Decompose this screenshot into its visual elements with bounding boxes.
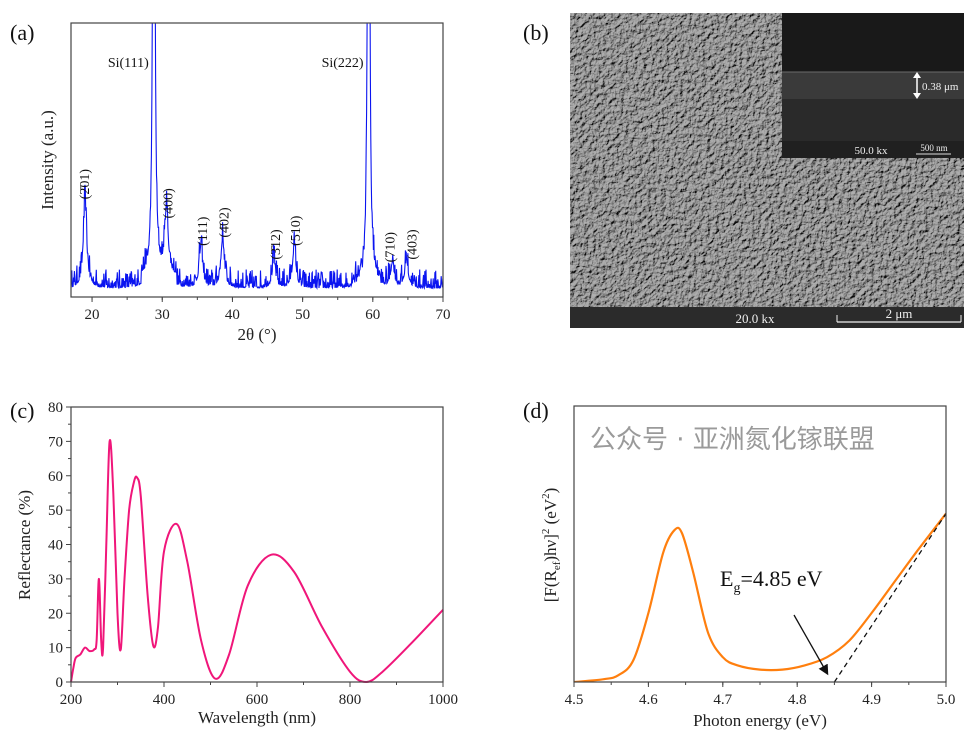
xrd-peak-label: Si(111) (108, 56, 149, 71)
xrd-pattern-line (71, 23, 443, 291)
panel-label-b: (b) (523, 20, 549, 45)
xrd-x-tick-label: 20 (85, 307, 100, 323)
inset-magnification: 50.0 kx (855, 145, 889, 157)
tauc-x-tick-label: 5.0 (937, 692, 956, 708)
inset-thickness-label: 0.38 μm (922, 81, 959, 93)
xrd-x-tick-label: 50 (295, 307, 310, 323)
tauc-tangent-line (833, 513, 946, 682)
tauc-x-tick-label: 4.5 (565, 692, 584, 708)
reflectance-y-tick-label: 40 (48, 538, 63, 554)
tauc-x-axis-title: Photon energy (eV) (693, 711, 827, 730)
panel-label-a: (a) (10, 20, 34, 45)
xrd-peak-label: (4̄02) (218, 207, 233, 238)
panel-label-c: (c) (10, 398, 34, 423)
reflectance-x-tick-label: 1000 (428, 692, 458, 708)
xrd-peak-label: (111) (196, 216, 211, 246)
reflectance-y-tick-label: 10 (48, 641, 63, 657)
reflectance-y-tick-label: 60 (48, 469, 63, 485)
panel-label-d: (d) (523, 398, 549, 423)
xrd-x-tick-label: 40 (225, 307, 240, 323)
reflectance-y-tick-label: 20 (48, 606, 63, 622)
reflectance-y-axis-title: Reflectance (%) (15, 490, 34, 600)
xrd-peak-label: (400) (161, 188, 176, 219)
sem-info-bar (570, 307, 964, 328)
xrd-peak-label: (3̄12) (269, 229, 284, 260)
reflectance-x-tick-label: 800 (339, 692, 362, 708)
xrd-y-axis-title: Intensity (a.u.) (38, 110, 57, 210)
reflectance-chart: 200 400 600 800 1000 0 10 20 30 40 50 60 70 80 Wavele… (15, 400, 458, 727)
tauc-curve-line (574, 512, 946, 682)
xrd-peak-label: (710) (383, 232, 398, 263)
inset-scale-label: 500 nm (920, 143, 947, 153)
sem-scale-label: 2 μm (886, 306, 913, 321)
xrd-x-axis-title: 2θ (°) (237, 325, 276, 344)
sem-cross-section-inset: 0.38 μm 50.0 kx 500 nm (782, 13, 964, 158)
tauc-x-tick-label: 4.9 (862, 692, 881, 708)
xrd-chart: 20 30 40 50 60 70 (2̄01) Si(111) (400) (111) (4̄0… (38, 22, 451, 344)
reflectance-x-tick-label: 200 (60, 692, 83, 708)
reflectance-line (70, 438, 444, 684)
xrd-x-tick-label: 30 (155, 307, 170, 323)
tauc-x-tick-label: 4.8 (788, 692, 807, 708)
xrd-x-tick-label: 60 (365, 307, 380, 323)
sem-image: 20.0 kx 2 μm 0.38 μm 50.0 kx 500 nm (570, 13, 964, 328)
bandgap-arrow (793, 614, 829, 676)
tauc-x-tick-label: 4.7 (713, 692, 732, 708)
xrd-x-tick-label: 70 (436, 307, 451, 323)
bandgap-annotation: Eg=4.85 eV (720, 566, 823, 596)
reflectance-x-tick-label: 600 (246, 692, 269, 708)
xrd-peak-label: (403) (406, 229, 421, 260)
watermark: 公众号 · 亚洲氮化镓联盟 (590, 425, 875, 455)
xrd-plot-frame (70, 22, 444, 298)
tauc-x-tick-label: 4.6 (639, 692, 658, 708)
reflectance-y-tick-label: 70 (48, 434, 63, 450)
reflectance-y-tick-label: 80 (48, 400, 63, 416)
tauc-y-axis-title: [F(Ref)hν]2 (eV2) (540, 488, 563, 603)
xrd-peak-label: (2̄01) (78, 169, 93, 200)
xrd-peak-label: (510) (289, 215, 304, 246)
reflectance-y-tick-label: 50 (48, 503, 63, 519)
reflectance-x-tick-label: 400 (153, 692, 176, 708)
sem-magnification: 20.0 kx (736, 311, 776, 326)
tauc-chart: 4.5 4.6 4.7 4.8 4.9 5.0 Eg=4.85 eV Photon ene… (540, 405, 956, 730)
reflectance-y-tick-label: 0 (56, 675, 64, 691)
reflectance-y-tick-label: 30 (48, 572, 63, 588)
xrd-peak-label: Si(222) (322, 56, 364, 71)
reflectance-x-axis-title: Wavelength (nm) (198, 708, 316, 727)
